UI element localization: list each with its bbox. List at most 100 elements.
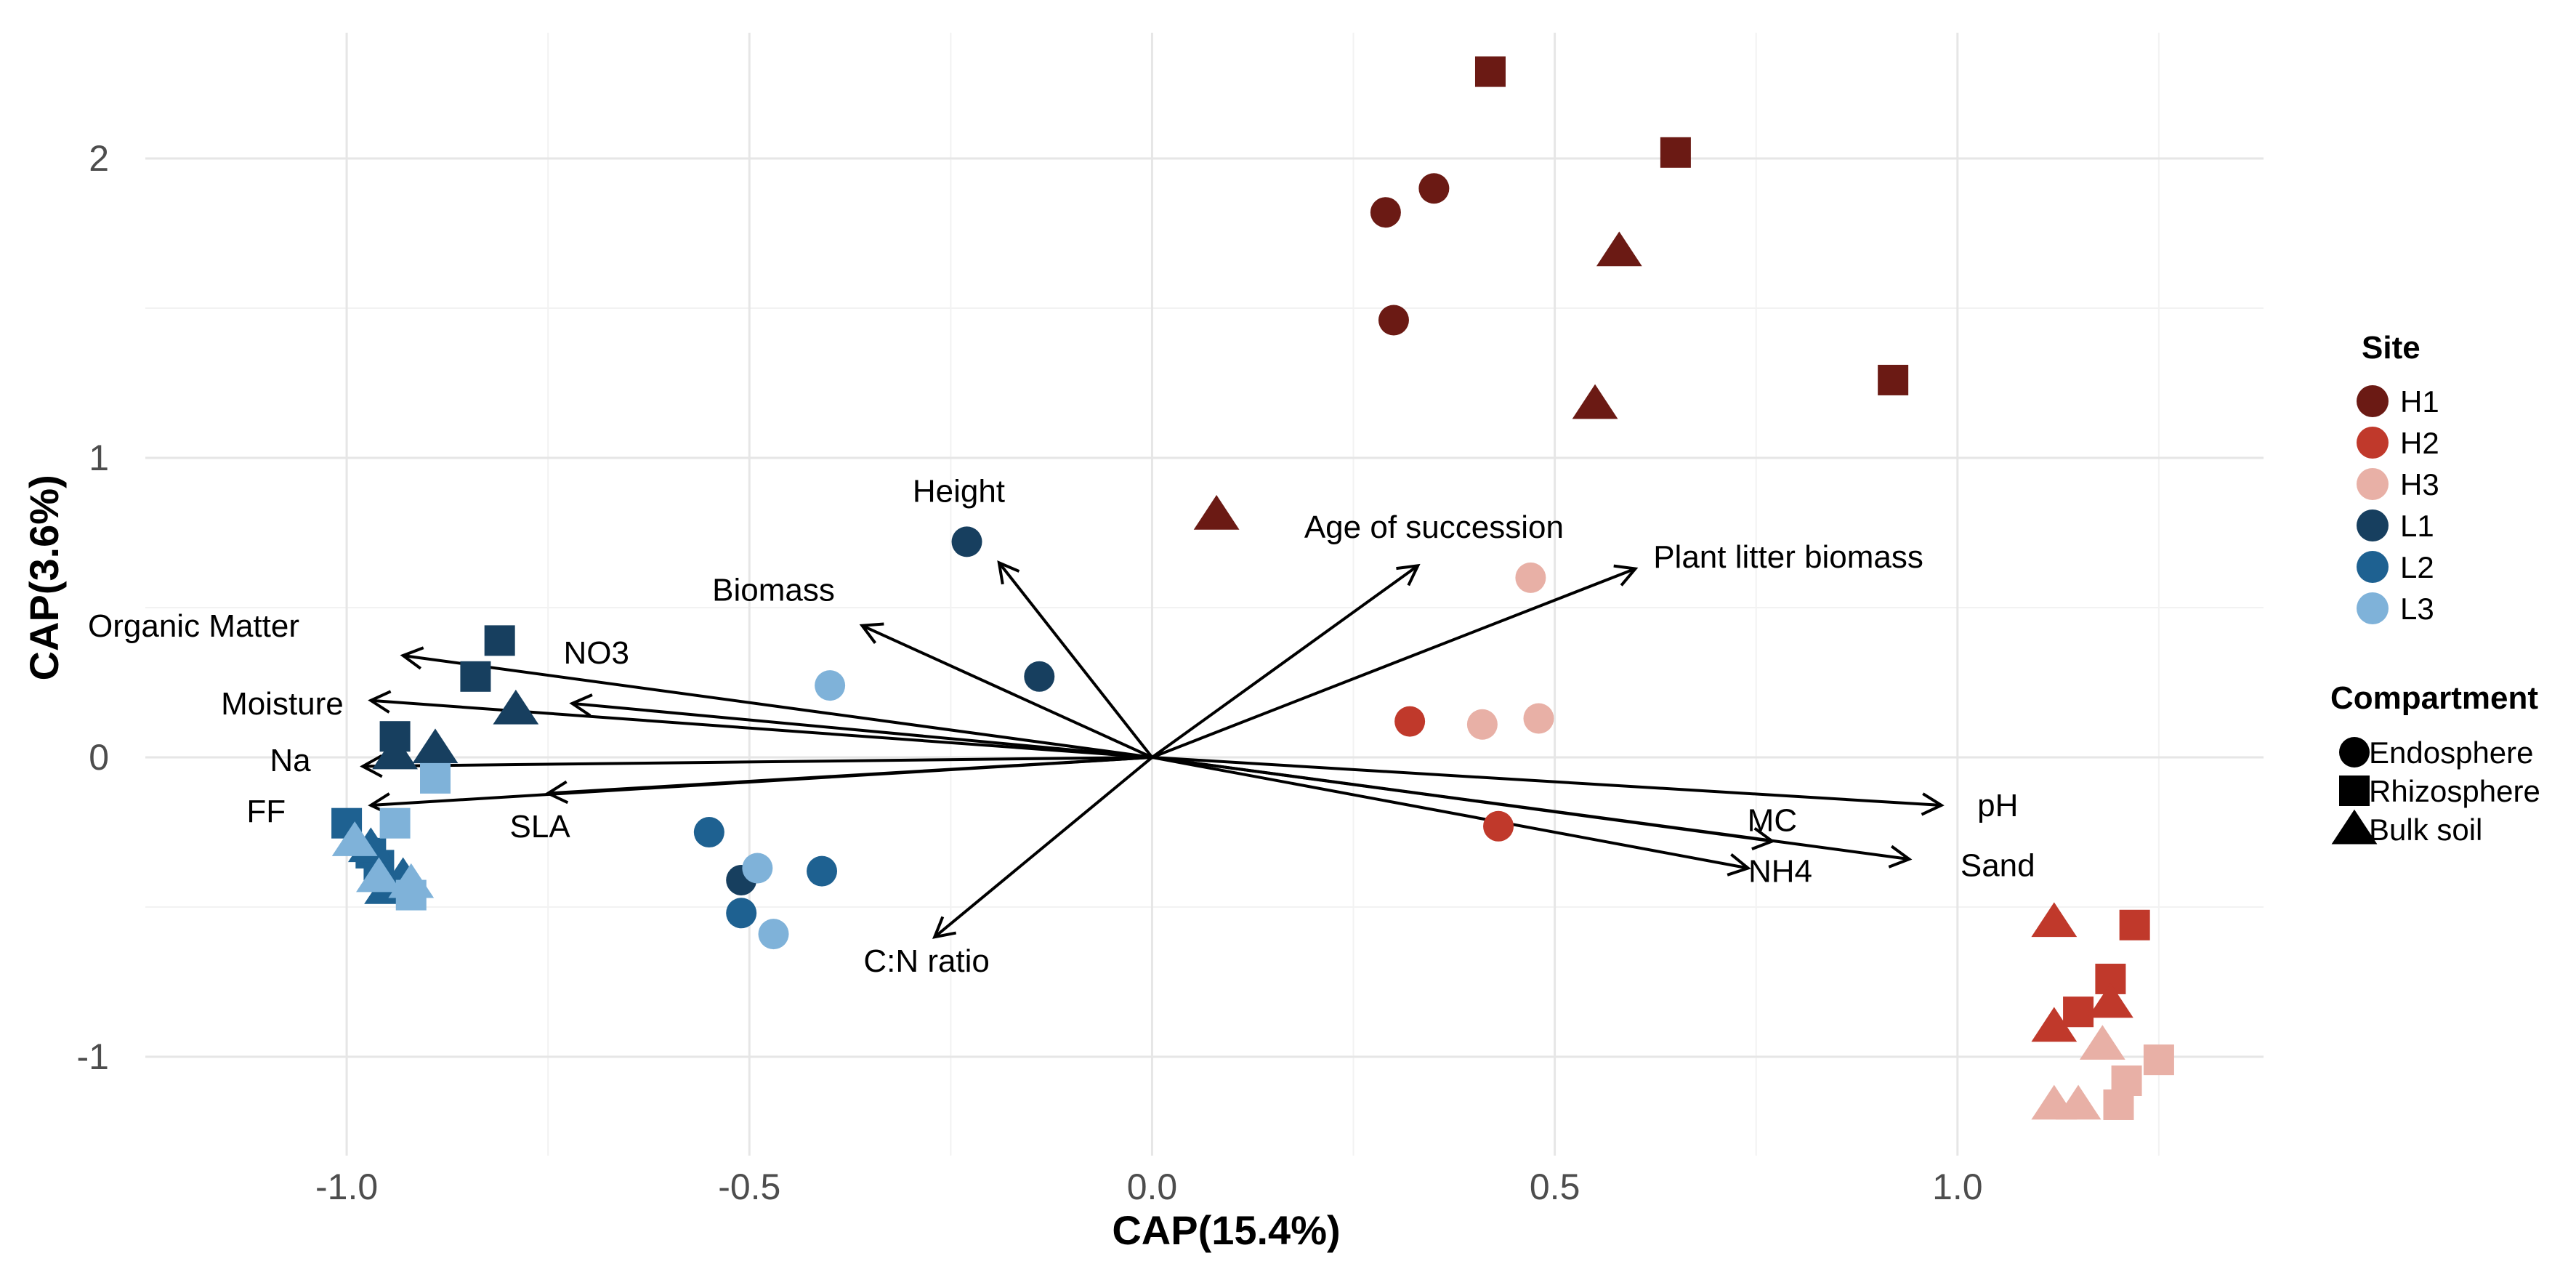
legend-label-h2: H2 — [2400, 426, 2439, 460]
vector-arrowhead — [400, 646, 424, 670]
vector-label: Organic Matter — [88, 608, 299, 644]
vector-arrowhead — [1727, 853, 1751, 877]
point-h2-triangle — [2031, 902, 2078, 938]
point-h1-triangle — [1572, 384, 1618, 419]
vector-label: Age of succession — [1304, 509, 1564, 545]
vector-arrowhead — [1888, 845, 1913, 869]
point-l3-square — [420, 762, 451, 794]
vector-arrow — [363, 756, 1152, 768]
x-tick-label: 0.0 — [1127, 1167, 1178, 1207]
vector-arrowhead — [1396, 563, 1421, 587]
vector-label: FF — [246, 794, 286, 829]
point-l2-circle — [726, 898, 757, 929]
legend-key-h1 — [2357, 385, 2389, 417]
point-l1-circle — [951, 526, 982, 557]
vector-label: Sand — [1961, 847, 2035, 883]
vector-label: Moisture — [221, 686, 344, 722]
vector-arrowhead — [932, 916, 957, 939]
point-h3-circle — [1466, 709, 1498, 740]
vector-label: NH4 — [1748, 854, 1812, 890]
legend-compartment-title: Compartment — [2330, 680, 2538, 716]
legend-label-l2: L2 — [2400, 550, 2434, 584]
point-l1-square — [460, 661, 491, 692]
legend-label-l3: L3 — [2400, 592, 2434, 626]
vector-arrow — [861, 624, 1153, 759]
x-tick-label: -1.0 — [315, 1167, 378, 1207]
point-l1-triangle — [412, 728, 459, 764]
x-tick-label: 1.0 — [1932, 1167, 1983, 1207]
point-h3-square — [2103, 1089, 2134, 1120]
point-h1-triangle — [1596, 231, 1642, 267]
legend-label-h3: H3 — [2400, 467, 2439, 501]
y-axis-title: CAP(3.6%) — [21, 475, 67, 680]
point-h3-square — [2143, 1044, 2174, 1076]
vector-arrow — [933, 756, 1153, 938]
vector-arrowhead — [545, 780, 569, 805]
point-h1-square — [1660, 137, 1691, 168]
point-h2-circle — [1394, 706, 1426, 737]
point-h1-square — [1878, 364, 1909, 395]
point-l2-circle — [693, 817, 724, 848]
point-h2-square — [2063, 996, 2094, 1028]
legend-key-triangle — [2331, 809, 2378, 845]
legend-key-h3 — [2357, 468, 2389, 500]
legend-key-l2 — [2357, 551, 2389, 583]
vector-arrow — [1152, 756, 1942, 807]
point-h3-circle — [1523, 703, 1554, 734]
vector-arrowhead — [859, 622, 884, 644]
legend-key-h2 — [2357, 427, 2389, 459]
legend-label-h1: H1 — [2400, 384, 2439, 419]
point-l3-circle — [815, 670, 846, 701]
vector-arrow — [1151, 567, 1636, 759]
tick-labels: -1.0 -0.5 0.0 0.5 1.0 -1 0 1 2 — [77, 138, 1983, 1207]
point-l3-circle — [758, 919, 789, 950]
legend-key-square — [2339, 776, 2370, 806]
legend-label-compartment: Endosphere — [2369, 736, 2534, 770]
x-tick-label: -0.5 — [718, 1167, 780, 1207]
vector-arrow — [403, 653, 1152, 760]
vector-arrowhead — [1613, 564, 1639, 587]
point-h1-circle — [1418, 173, 1450, 204]
y-tick-label: 1 — [89, 438, 109, 478]
legend-label-l1: L1 — [2400, 509, 2434, 543]
vector-label: Na — [270, 743, 311, 778]
legend-label-compartment: Rhizosphere — [2369, 774, 2540, 808]
vector-label: pH — [1977, 788, 2018, 823]
point-h2-circle — [1483, 810, 1514, 842]
vector-arrow — [548, 756, 1152, 795]
vector-label: NO3 — [563, 635, 629, 671]
sample-points — [331, 56, 2174, 1120]
vector-arrowhead — [569, 693, 593, 717]
vector-arrow — [998, 562, 1154, 759]
point-l2-circle — [807, 855, 838, 887]
point-l3-circle — [742, 853, 773, 884]
legend-key-l1 — [2357, 509, 2389, 541]
vector-arrow — [1152, 756, 1749, 870]
vector-label: Height — [913, 473, 1005, 509]
point-l1-triangle — [372, 734, 418, 770]
point-h3-triangle — [2055, 1084, 2101, 1120]
legend-label-compartment: Bulk soil — [2369, 813, 2482, 847]
vector-arrow — [1152, 756, 1910, 861]
vector-label: Biomass — [712, 572, 835, 608]
vector-arrow — [572, 701, 1152, 760]
point-h2-square — [2119, 909, 2150, 940]
vector-label: Plant litter biomass — [1653, 539, 1923, 575]
point-h1-triangle — [1193, 495, 1240, 530]
legend-site-title: Site — [2362, 330, 2420, 366]
x-tick-label: 0.5 — [1530, 1167, 1580, 1207]
point-h1-square — [1474, 56, 1506, 87]
point-h2-triangle — [2088, 983, 2133, 1018]
vector-label: MC — [1748, 803, 1797, 839]
point-h3-triangle — [2079, 1025, 2125, 1060]
point-h1-circle — [1378, 305, 1409, 336]
point-l1-square — [484, 625, 515, 656]
point-h2-triangle — [2031, 1007, 2078, 1042]
vector-label: C:N ratio — [863, 943, 990, 979]
point-l3-triangle — [331, 821, 378, 856]
vector-arrowhead — [1921, 792, 1945, 816]
vector-arrowhead — [360, 754, 383, 778]
y-tick-label: 0 — [89, 737, 109, 778]
environmental-vectors: Height Biomass Organic Matter NO3 Moisture Na… — [88, 473, 2035, 979]
